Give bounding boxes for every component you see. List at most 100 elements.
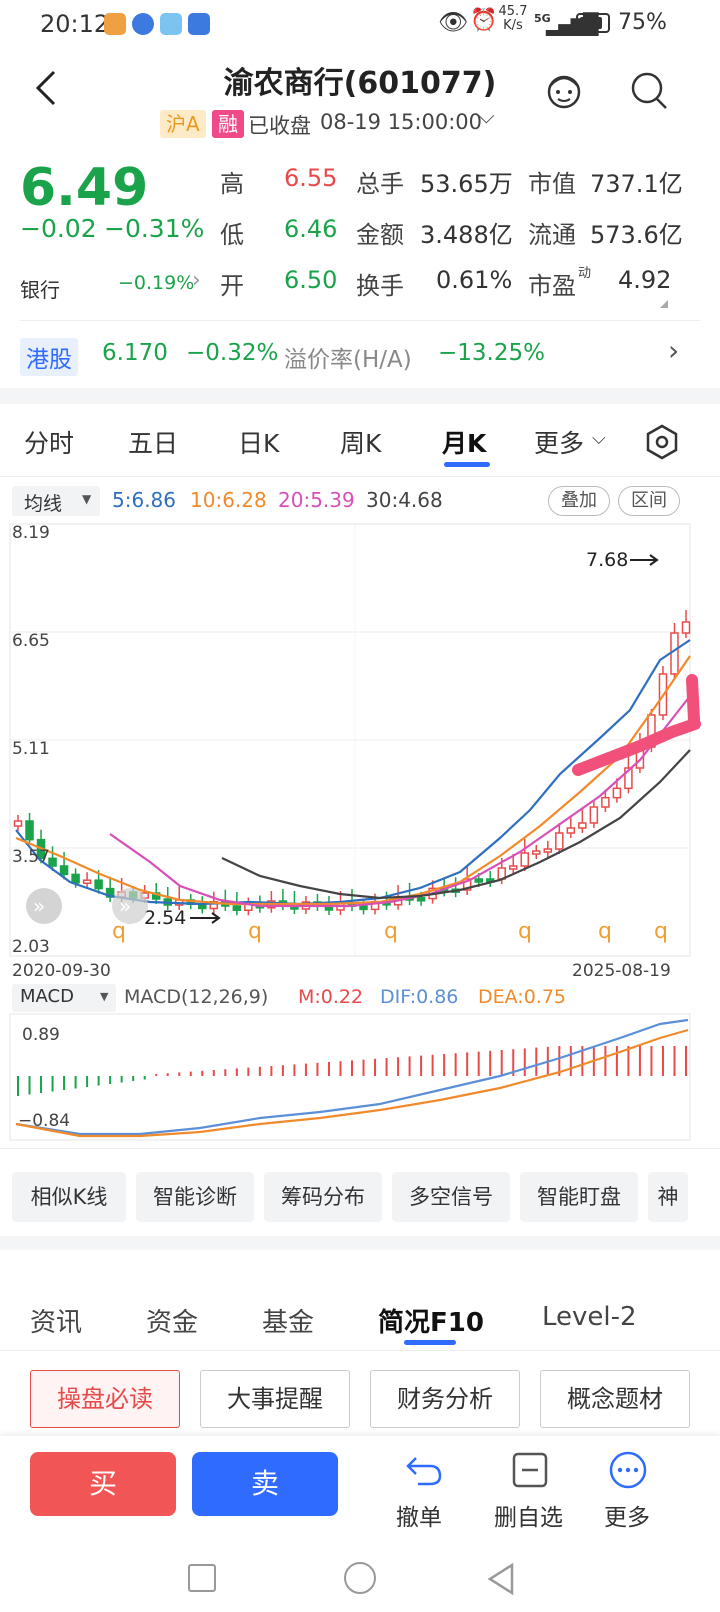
assistant-button[interactable] <box>542 68 586 112</box>
tab-funds-flow[interactable]: 资金 <box>146 1308 199 1338</box>
ma-selector[interactable]: 均线 ▼ <box>12 486 100 516</box>
tab-daily-k[interactable]: 日K <box>238 429 280 458</box>
macd-y-top: 0.89 <box>22 1025 60 1045</box>
remove-watchlist-button[interactable]: 删自选 <box>490 1446 570 1531</box>
hk-change: −0.32% <box>186 340 279 366</box>
sector-name[interactable]: 银行 <box>20 278 60 302</box>
remove-square-icon <box>512 1452 548 1488</box>
range-button[interactable]: 区间 <box>618 486 680 516</box>
svg-text:q: q <box>112 919 126 944</box>
candle <box>612 787 622 799</box>
candle <box>13 820 23 827</box>
financial-analysis-button[interactable]: 财务分析 <box>370 1370 520 1428</box>
tab-fund[interactable]: 基金 <box>262 1308 315 1338</box>
cancel-order-button[interactable]: 撤单 <box>388 1446 458 1531</box>
search-button[interactable] <box>628 68 672 112</box>
home-circle-icon[interactable] <box>344 1562 376 1594</box>
back-button[interactable] <box>28 66 64 110</box>
search-icon <box>631 72 667 109</box>
app-notification-icon <box>188 13 210 35</box>
x-label-end: 2025-08-19 <box>572 961 671 981</box>
smart-watch-button[interactable]: 智能盯盘 <box>520 1172 638 1222</box>
tab-weekly-k[interactable]: 周K <box>340 429 382 458</box>
similar-k-button[interactable]: 相似K线 <box>12 1172 126 1222</box>
hk-price: 6.170 <box>102 340 168 366</box>
eye-icon: 👁 <box>438 8 469 36</box>
high-value: 6.55 <box>284 164 338 192</box>
sell-button[interactable]: 卖 <box>192 1452 338 1516</box>
chevron-right-icon[interactable]: › <box>192 268 201 293</box>
more-actions-button[interactable]: 更多 <box>600 1446 660 1531</box>
expand-corner-icon[interactable] <box>660 300 668 308</box>
candle <box>462 878 472 891</box>
tab-news[interactable]: 资讯 <box>30 1308 83 1338</box>
overlay-button[interactable]: 叠加 <box>548 486 610 516</box>
back-arrow-icon <box>35 70 56 106</box>
y-label-top: 8.19 <box>12 523 50 543</box>
candle <box>48 857 57 867</box>
macd-m: M:0.22 <box>298 986 364 1008</box>
candle <box>82 879 92 884</box>
concept-themes-button[interactable]: 概念题材 <box>540 1370 690 1428</box>
monthly-k-chart[interactable]: 8.19 6.65 5.11 3.57 2.03 7.68 2.54 q q q… <box>0 520 720 990</box>
page-title: 渝农商行(601077) <box>223 66 497 101</box>
tab-f10[interactable]: 简况F10 <box>378 1308 484 1338</box>
pe-label: 市盈 <box>528 272 576 300</box>
chip-distribution-button[interactable]: 筹码分布 <box>264 1172 382 1222</box>
events-button[interactable]: 大事提醒 <box>200 1370 350 1428</box>
trading-guide-button[interactable]: 操盘必读 <box>30 1370 180 1428</box>
macd-dif: DIF:0.86 <box>380 986 459 1008</box>
tab-level2[interactable]: Level-2 <box>542 1302 637 1332</box>
candle <box>416 897 426 902</box>
net-speed-unit: K/s <box>503 18 523 33</box>
macd-chart[interactable]: 0.89 −0.84 <box>0 1012 720 1144</box>
dif-line <box>15 1018 689 1136</box>
tab-monthly-k[interactable]: 月K <box>442 429 487 458</box>
candle <box>578 822 587 829</box>
signal-type: 5G <box>534 12 551 25</box>
chevron-down-icon[interactable]: ⌵ <box>478 104 495 129</box>
chevron-down-icon: ⌵ <box>592 428 606 449</box>
double-chevron-icon: » <box>33 894 45 918</box>
more-tools-button[interactable]: 神 <box>648 1172 688 1222</box>
quote-datetime[interactable]: 08-19 15:00:00 <box>320 110 483 134</box>
open-value: 6.50 <box>284 266 338 294</box>
tab-intraday[interactable]: 分时 <box>24 429 75 458</box>
active-tab-indicator <box>404 1340 456 1345</box>
ma5-value: 5:6.86 <box>112 488 176 512</box>
smart-diagnosis-button[interactable]: 智能诊断 <box>136 1172 254 1222</box>
dea-line <box>15 1028 689 1138</box>
app-notification-icon <box>104 13 126 35</box>
app-notification-icon <box>132 13 154 35</box>
open-label: 开 <box>220 272 244 300</box>
high-label: 高 <box>220 170 244 198</box>
sector-change[interactable]: −0.19% <box>118 272 195 294</box>
ma20-line <box>109 695 691 908</box>
status-bar: 20:12 👁 ⏰ 45.7 K/s 5G ▂▄▆█ 75% <box>0 0 720 46</box>
ma10-line <box>15 655 691 906</box>
scroll-left-button-2[interactable]: » <box>112 888 148 924</box>
tab-more[interactable]: 更多 <box>534 429 585 458</box>
amount-value: 3.488亿 <box>420 221 513 249</box>
last-price: 6.49 <box>20 158 149 218</box>
settings-hexagon-icon <box>646 424 678 460</box>
recents-square-icon[interactable] <box>188 1564 216 1592</box>
turnover-label: 换手 <box>356 272 404 300</box>
price-change: −0.02 <box>20 214 97 243</box>
candle <box>670 632 679 675</box>
tab-five-day[interactable]: 五日 <box>128 429 179 458</box>
indicator-selector[interactable]: MACD ▼ <box>12 984 116 1012</box>
hk-tag: 港股 <box>20 338 78 376</box>
buy-button[interactable]: 买 <box>30 1452 176 1516</box>
candle <box>520 852 530 867</box>
scroll-left-button[interactable]: » <box>26 888 62 924</box>
q-markers: q q q q q q <box>112 919 668 944</box>
long-short-signal-button[interactable]: 多空信号 <box>392 1172 510 1222</box>
undo-icon <box>406 1457 442 1486</box>
hk-quote-row[interactable]: 港股 6.170 −0.32% 溢价率(H/A) −13.25% › <box>0 330 720 380</box>
ma20-value: 20:5.39 <box>278 488 355 512</box>
alarm-icon: ⏰ <box>470 8 498 33</box>
back-triangle-icon[interactable] <box>486 1562 516 1596</box>
volume-label: 总手 <box>356 170 404 198</box>
chart-settings-button[interactable] <box>642 422 682 462</box>
